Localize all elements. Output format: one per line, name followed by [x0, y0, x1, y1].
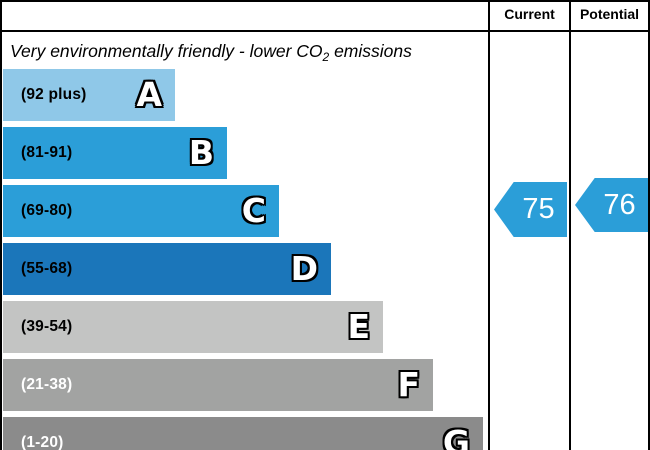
band-range-label-f: (21-38)	[21, 376, 73, 393]
rating-band-b: (81-91) B	[3, 127, 227, 179]
band-range-label-d: (55-68)	[21, 260, 73, 277]
band-range-label-a: (92 plus)	[21, 86, 87, 103]
rating-band-a: (92 plus) A	[3, 69, 175, 121]
chart-title: Very environmentally friendly - lower CO…	[10, 41, 485, 64]
chart-title-main: Very environmentally friendly - lower CO	[10, 41, 323, 61]
rating-band-c: (69-80) C	[3, 185, 279, 237]
chart-title-tail: emissions	[329, 41, 412, 61]
band-grade-letter-b: B	[188, 133, 214, 172]
chart-title-subscript: 2	[322, 50, 330, 64]
current-column-divider	[488, 0, 490, 450]
current-rating-value: 75	[522, 193, 555, 225]
top-border	[0, 0, 650, 2]
potential-rating-value: 76	[603, 188, 636, 221]
band-range-label-g: (1-20)	[21, 434, 64, 450]
band-range-label-b: (81-91)	[21, 144, 73, 161]
band-grade-letter-f: F	[397, 365, 420, 404]
current-rating-arrow: 75	[494, 182, 567, 237]
header-divider	[0, 30, 650, 32]
rating-band-d: (55-68) D	[3, 243, 331, 295]
band-grade-letter-d: D	[290, 249, 318, 288]
rating-band-e: (39-54) E	[3, 301, 383, 353]
potential-column-divider	[569, 0, 571, 450]
band-range-label-c: (69-80)	[21, 202, 73, 219]
rating-band-g: (1-20) G	[3, 417, 483, 450]
rating-band-f: (21-38) F	[3, 359, 433, 411]
band-grade-letter-e: E	[347, 307, 370, 346]
band-grade-letter-a: A	[136, 75, 162, 114]
left-border	[0, 0, 2, 450]
column-header-potential: Potential	[579, 6, 640, 22]
potential-rating-arrow: 76	[575, 178, 648, 232]
band-grade-letter-c: C	[241, 191, 266, 230]
band-grade-letter-g: G	[442, 423, 470, 450]
right-border	[648, 0, 650, 450]
band-range-label-e: (39-54)	[21, 318, 73, 335]
column-header-current: Current	[504, 6, 555, 22]
